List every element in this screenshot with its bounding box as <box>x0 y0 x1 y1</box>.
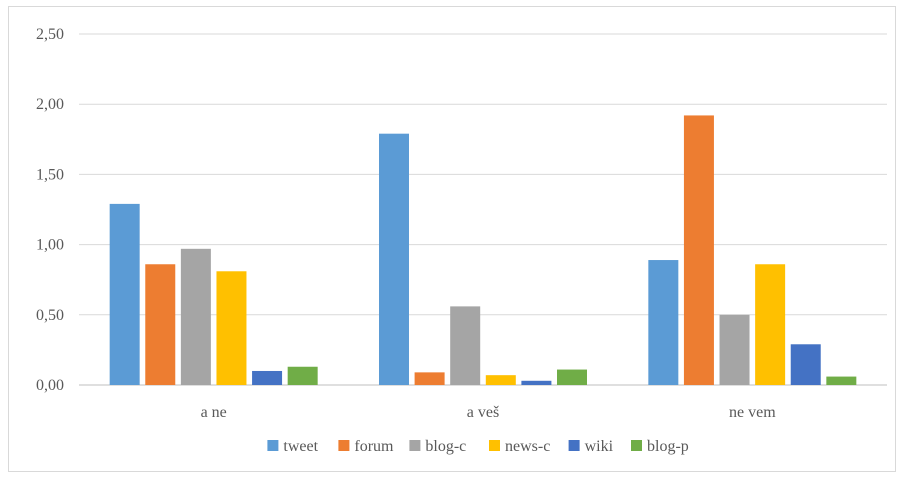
legend-swatch <box>409 440 421 451</box>
bar-tweet <box>379 133 409 385</box>
bar-blog-p <box>557 369 587 385</box>
legend-swatch <box>489 440 500 451</box>
legend-item-blog-c: blog-c <box>409 438 466 455</box>
bar-news-c <box>485 375 516 385</box>
gridlines <box>79 33 887 386</box>
legend-swatch <box>338 440 350 451</box>
bar-blog-c <box>450 306 481 385</box>
legend-label: blog-c <box>425 438 466 455</box>
legend-label: forum <box>354 438 394 455</box>
bar-chart: 0,00 0,50 1,00 1,50 2,00 2,50 a ne a veš ne vem… <box>36 26 887 455</box>
bar-forum <box>414 372 445 385</box>
legend-item-tweet: tweet <box>267 438 319 455</box>
bar-wiki <box>790 344 821 385</box>
bar-tweet <box>648 260 679 385</box>
legend-item-news-c: news-c <box>489 438 550 455</box>
legend-swatch <box>267 440 279 451</box>
x-tick-label: ne vem <box>729 404 776 421</box>
legend-label: blog-p <box>647 438 689 455</box>
y-tick-label: 0,00 <box>36 377 64 394</box>
legend: tweet forum blog-c news-c wiki blog-p <box>267 438 689 455</box>
bar-blog-c <box>719 314 750 385</box>
bar-wiki <box>521 380 552 385</box>
bar-blog-c <box>180 248 211 385</box>
bar-wiki <box>252 370 283 385</box>
legend-item-forum: forum <box>338 438 394 455</box>
bar-blog-p <box>287 366 318 385</box>
legend-swatch <box>568 440 580 451</box>
legend-label: wiki <box>585 438 614 455</box>
bar-tweet <box>109 203 140 385</box>
bar-forum <box>683 115 714 385</box>
y-tick-label: 1,50 <box>36 166 64 183</box>
y-tick-label: 1,00 <box>36 237 64 254</box>
y-tick-label: 2,00 <box>36 96 64 113</box>
bar-news-c <box>755 264 786 385</box>
legend-item-wiki: wiki <box>568 438 614 455</box>
x-tick-label: a veš <box>467 404 499 421</box>
x-tick-label: a ne <box>201 404 227 421</box>
legend-label: news-c <box>505 438 550 455</box>
bar-blog-p <box>826 376 857 385</box>
legend-swatch <box>631 440 642 451</box>
bar-news-c <box>216 271 247 385</box>
y-tick-label: 0,50 <box>36 307 64 324</box>
y-axis-ticks: 0,00 0,50 1,00 1,50 2,00 2,50 <box>36 26 64 394</box>
bar-forum <box>145 264 176 385</box>
bars <box>109 115 857 385</box>
y-tick-label: 2,50 <box>36 26 64 43</box>
legend-item-blog-p: blog-p <box>631 438 689 455</box>
x-axis-ticks: a ne a veš ne vem <box>201 404 777 421</box>
chart-frame: 0,00 0,50 1,00 1,50 2,00 2,50 a ne a veš ne vem… <box>8 6 896 472</box>
legend-label: tweet <box>283 438 318 455</box>
